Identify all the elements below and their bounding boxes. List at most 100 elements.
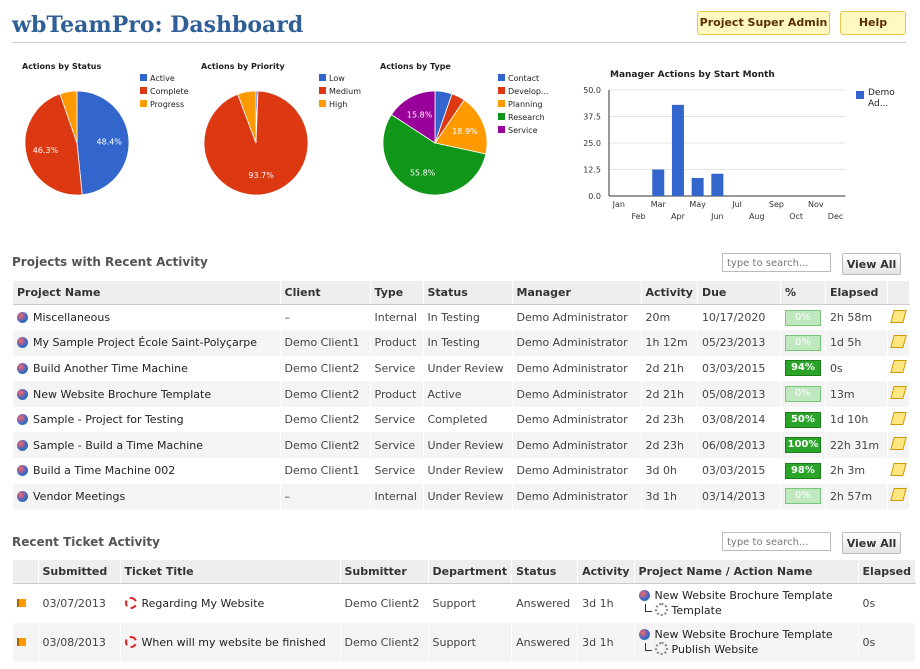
cell: 2h 58m (825, 304, 888, 331)
cell: Demo Administrator (512, 483, 642, 510)
view-all-button[interactable]: View All (842, 532, 901, 554)
cell: 2d 23h (641, 432, 698, 459)
cell: 13m (825, 381, 888, 407)
cell: 03/08/2013 (38, 622, 121, 662)
tickets-table: Submitted Ticket Title Submitter Department… (13, 560, 917, 662)
project-row: Build Another Time Machine Demo Client2 Se… (13, 355, 910, 382)
action-name[interactable]: Publish Website (671, 643, 759, 656)
project-name[interactable]: New Website Brochure Template (654, 628, 833, 641)
cell: Answered (511, 622, 579, 662)
column-header: Department (428, 560, 513, 584)
view-all-button[interactable]: View All (842, 253, 901, 275)
project-name[interactable]: Build a Time Machine 002 (33, 464, 176, 478)
project-name[interactable]: Vendor Meetings (33, 489, 126, 503)
chart-title: Actions by Priority (201, 62, 286, 71)
cell: Demo Client2 (340, 622, 429, 662)
cell: Demo Administrator (512, 381, 642, 407)
cell (887, 483, 910, 510)
cell: 100% (780, 432, 826, 459)
cell: Build Another Time Machine (13, 355, 281, 382)
legend-swatch (319, 87, 326, 94)
ticket-icon (124, 635, 137, 648)
project-icon (17, 312, 28, 324)
section-title: Projects with Recent Activity (12, 255, 208, 269)
edit-icon[interactable] (890, 488, 907, 502)
cell: Sample - Build a Time Machine (13, 432, 281, 459)
project-name[interactable]: New Website Brochure Template (33, 387, 212, 401)
edit-icon[interactable] (890, 309, 907, 323)
legend-label: Planning (508, 100, 542, 109)
cell: Build a Time Machine 002 (13, 458, 281, 484)
column-header: Submitted (38, 560, 121, 584)
edit-icon[interactable] (890, 437, 907, 451)
project-name[interactable]: New Website Brochure Template (654, 589, 833, 603)
x-tick-label: Feb (631, 212, 645, 221)
cell: In Testing (423, 304, 513, 331)
project-name[interactable]: Sample - Build a Time Machine (33, 438, 204, 452)
progress-bar: 100% (784, 437, 821, 454)
admin-button[interactable]: Project Super Admin (697, 11, 830, 35)
column-header: Project Name / Action Name (634, 560, 859, 584)
ticket-title[interactable]: Regarding My Website (141, 596, 265, 610)
edit-icon[interactable] (890, 411, 907, 425)
column-header: Activity (577, 560, 635, 584)
action-line: Template (639, 603, 854, 618)
legend-label: Contact (508, 74, 539, 83)
priority-flag (17, 637, 26, 646)
legend-swatch (140, 100, 147, 107)
legend-swatch (498, 113, 505, 120)
cell: 0% (780, 330, 826, 356)
column-header: Client (280, 281, 371, 305)
pie-slice (390, 90, 436, 144)
edit-icon[interactable] (890, 462, 907, 476)
cell: Miscellaneous (13, 304, 281, 331)
cell: Service (370, 432, 424, 459)
project-name[interactable]: My Sample Project École Saint-Polyçarpe (33, 336, 258, 350)
cell: Demo Client2 (280, 355, 371, 382)
cell: My Sample Project École Saint-Polyçarpe (13, 330, 281, 356)
edit-icon[interactable] (890, 360, 907, 374)
chart: Actions by Type Contact Develop... 18.9% Pla… (380, 62, 548, 196)
x-tick-label: Sep (769, 200, 784, 209)
cell: Completed (423, 406, 513, 433)
project-name[interactable]: Build Another Time Machine (33, 361, 188, 375)
cell: Under Review (423, 432, 513, 459)
cell: New Website Brochure Template Publish Web… (634, 622, 859, 662)
project-row: Sample - Build a Time Machine Demo Client… (13, 432, 910, 459)
page-title: wbTeamPro: Dashboard (12, 12, 304, 38)
cell: Active (423, 381, 513, 407)
slice-label: 46.3% (33, 146, 59, 155)
edit-icon[interactable] (890, 386, 907, 400)
legend-label: Active (150, 74, 175, 83)
project-name[interactable]: Sample - Project for Testing (33, 413, 184, 427)
cell: 0s (858, 622, 917, 662)
slice-label: 55.8% (410, 169, 436, 178)
legend-label: Complete (150, 87, 189, 96)
chart-title: Actions by Status (22, 62, 101, 71)
chart: Actions by Priority Low 93.7% Medium High (201, 62, 361, 196)
cell: Service (370, 458, 424, 484)
project-icon (17, 465, 28, 477)
search-box[interactable]: type to search... (722, 253, 831, 272)
project-row: Miscellaneous – Internal In Testing Demo Adm… (13, 304, 910, 331)
cell: 2h 3m (825, 458, 888, 484)
legend-swatch (140, 74, 147, 81)
y-tick-label: 25.0 (583, 139, 601, 148)
edit-icon[interactable] (890, 334, 907, 348)
cell: Demo Administrator (512, 406, 642, 433)
cell: Sample - Project for Testing (13, 406, 281, 433)
x-tick-label: Jul (731, 200, 742, 209)
legend-label: Demo Ad... (868, 88, 895, 109)
cell: Product (370, 330, 424, 356)
legend-swatch (498, 100, 505, 107)
progress-bar: 98% (784, 462, 821, 479)
cell: 0% (780, 381, 826, 407)
progress-bar: 0% (784, 386, 821, 403)
cell: When will my website be finished (120, 622, 341, 662)
search-box[interactable]: type to search... (722, 532, 831, 551)
cell (13, 622, 39, 662)
ticket-title[interactable]: When will my website be finished (141, 635, 326, 649)
help-button[interactable]: Help (840, 11, 906, 35)
action-name[interactable]: Template (671, 604, 722, 618)
project-name[interactable]: Miscellaneous (33, 311, 111, 325)
